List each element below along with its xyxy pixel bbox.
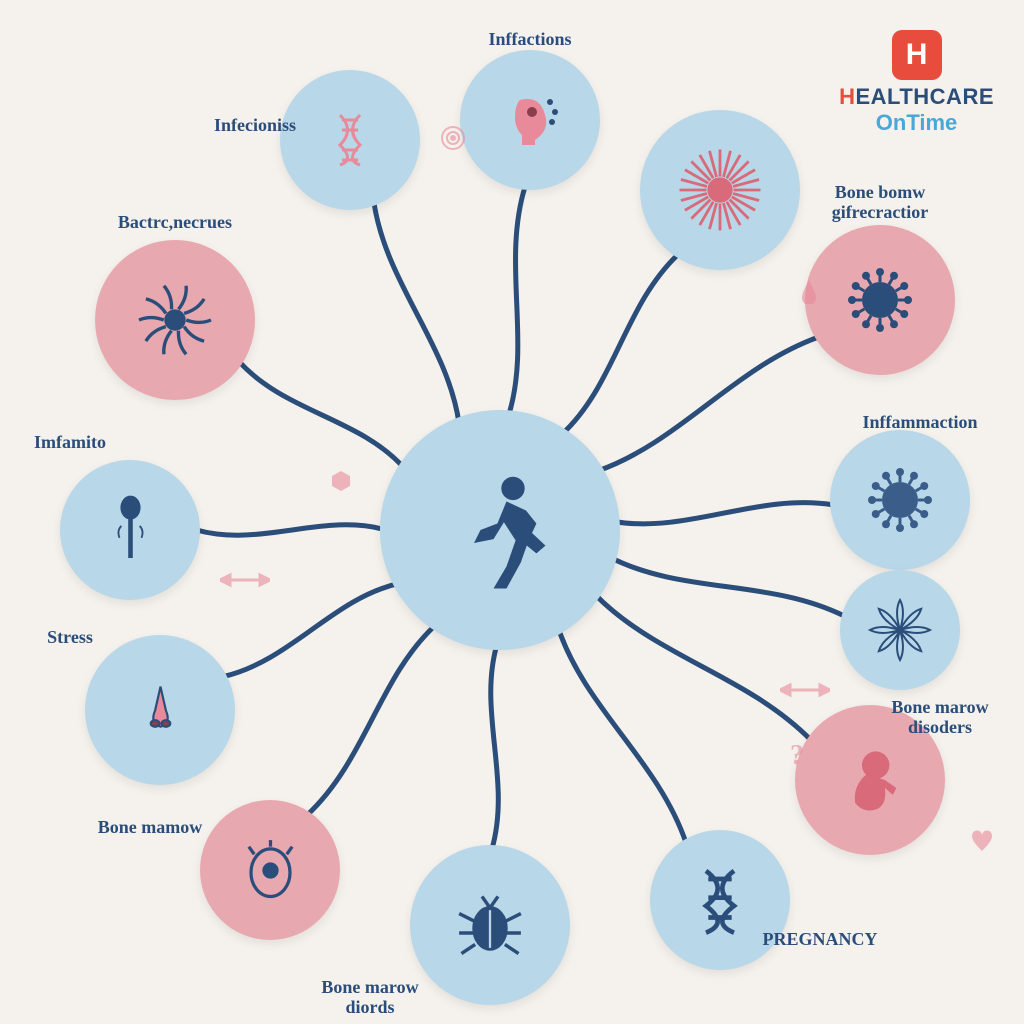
label-infecioniss: Infecioniss bbox=[185, 116, 325, 136]
logo-line1: HEALTHCARE bbox=[839, 84, 994, 110]
node-inffammaction bbox=[830, 430, 970, 570]
label-inffactions: Inffactions bbox=[460, 30, 600, 50]
label-bone-bomw: Bone bomwgifrecractior bbox=[810, 183, 950, 223]
decoration-arrow-bi bbox=[220, 570, 270, 595]
logo-h-icon: H bbox=[892, 30, 942, 80]
logo-line2: OnTime bbox=[839, 110, 994, 136]
healthcare-ontime-logo: H HEALTHCARE OnTime bbox=[839, 30, 994, 136]
label-bactre: Bactrc,necrues bbox=[105, 213, 245, 233]
node-bactre bbox=[95, 240, 255, 400]
decoration-heart bbox=[970, 830, 994, 859]
label-bone-marrow-disorders: Bone marowdisoders bbox=[870, 698, 1010, 738]
label-bone-marrow-diords: Bone marow diords bbox=[300, 978, 440, 1018]
label-pregnancy: PREGNANCY bbox=[750, 930, 890, 950]
node-virus-top bbox=[640, 110, 800, 270]
running-person-icon bbox=[435, 465, 565, 595]
label-stress: Stress bbox=[0, 628, 140, 648]
node-inffactions bbox=[460, 50, 600, 190]
decoration-hex bbox=[330, 470, 352, 497]
node-infecioniss bbox=[280, 70, 420, 210]
decoration-arrow-bi bbox=[780, 680, 830, 705]
label-imfamito: Imfamito bbox=[0, 433, 140, 453]
node-floral bbox=[840, 570, 960, 690]
label-inffammaction: Inffammaction bbox=[850, 413, 990, 433]
node-imfamito bbox=[60, 460, 200, 600]
node-bone-bomw bbox=[805, 225, 955, 375]
decoration-target bbox=[440, 125, 466, 156]
decoration-question: ? bbox=[790, 740, 804, 772]
node-stress bbox=[85, 635, 235, 785]
decoration-drop bbox=[800, 280, 818, 309]
label-bone-mamow: Bone mamow bbox=[80, 818, 220, 838]
center-node bbox=[380, 410, 620, 650]
node-bone-mamow bbox=[200, 800, 340, 940]
